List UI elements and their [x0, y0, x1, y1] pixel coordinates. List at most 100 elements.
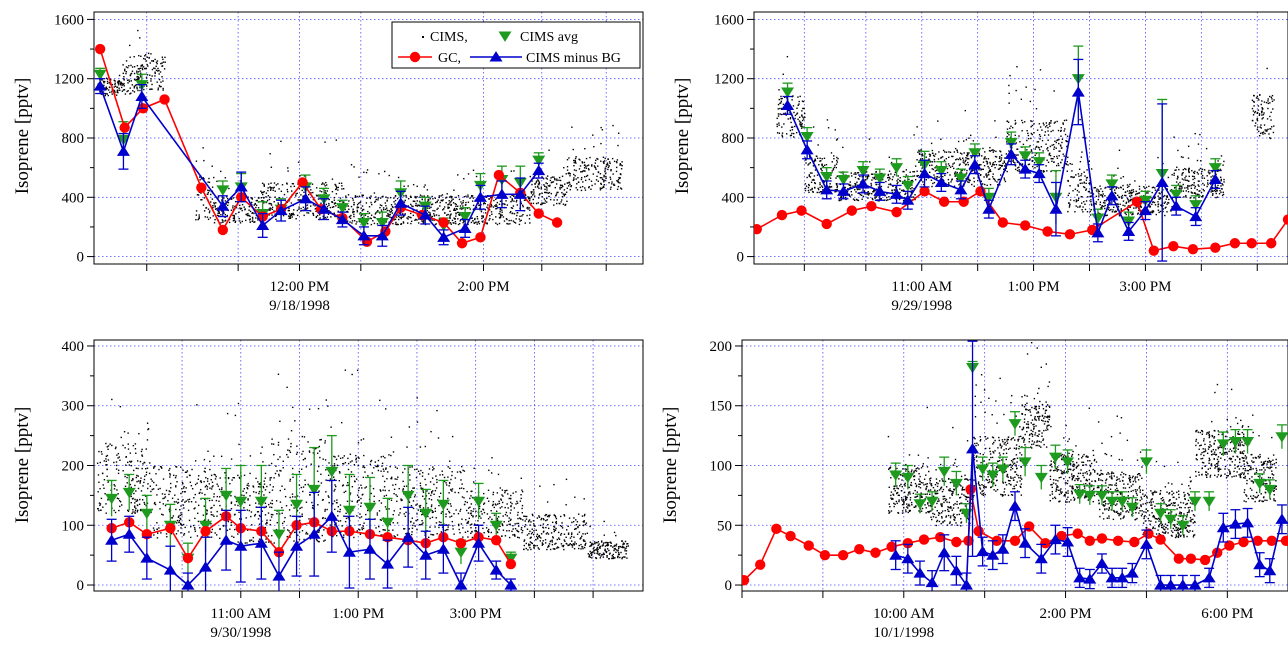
cims-point	[1159, 210, 1162, 213]
cims-point	[890, 161, 893, 164]
cims-point	[511, 200, 513, 202]
cims-point	[571, 126, 573, 128]
cims-point	[173, 501, 176, 503]
cims-point	[814, 169, 817, 171]
cims-point	[431, 215, 433, 218]
cims-point	[1104, 204, 1106, 207]
cims-point	[289, 478, 292, 481]
cims-avg-point	[1208, 163, 1222, 174]
cims-point	[179, 517, 181, 520]
cims-point	[203, 480, 205, 483]
cims-point	[1171, 206, 1173, 208]
cims-point	[96, 508, 99, 510]
cims-point	[805, 159, 807, 161]
cims-point	[987, 174, 989, 176]
cims-point	[1095, 203, 1097, 205]
cims-point	[1167, 176, 1170, 179]
cims-point	[220, 222, 222, 224]
cims-point	[164, 56, 166, 59]
cims-point	[253, 204, 255, 206]
cims-point	[1053, 155, 1055, 158]
cims-point	[565, 191, 568, 193]
cims-point	[995, 163, 998, 166]
cims-point	[945, 163, 947, 165]
cims-point	[848, 193, 850, 196]
cims-point	[318, 529, 320, 532]
cims-point	[290, 442, 292, 445]
cims-minus-bg-point	[934, 176, 948, 188]
cims-avg-point	[968, 148, 982, 159]
cims-point	[1130, 198, 1132, 201]
cims-point	[892, 176, 894, 178]
cims-point	[296, 192, 298, 195]
cims-point	[1014, 119, 1016, 122]
x-tick-label: 9/18/1998	[269, 298, 330, 314]
cims-point	[992, 173, 994, 175]
cims-point	[278, 473, 280, 476]
cims-point	[474, 218, 476, 221]
cims-point	[177, 516, 180, 518]
cims-point	[1220, 185, 1222, 187]
cims-point	[310, 189, 312, 191]
cims-point	[130, 64, 132, 67]
cims-point	[257, 486, 260, 488]
y-tick-label: 1200	[714, 72, 744, 88]
cims-point	[620, 168, 623, 170]
cims-point	[450, 203, 452, 206]
cims-point	[781, 132, 784, 134]
cims-point	[183, 507, 185, 509]
cims-point	[400, 217, 402, 220]
cims-point	[239, 477, 241, 480]
cims-point	[122, 470, 124, 472]
cims-point	[530, 196, 533, 198]
cims-point	[459, 214, 461, 216]
cims-point	[1050, 122, 1052, 124]
cims-point	[524, 222, 526, 224]
cims-point	[136, 87, 138, 90]
cims-point	[1128, 192, 1130, 195]
cims-point	[343, 201, 345, 203]
cims-point	[856, 188, 859, 191]
cims-point	[958, 164, 961, 166]
cims-point	[562, 193, 565, 195]
cims-point	[279, 420, 281, 423]
cims-point	[964, 164, 967, 166]
cims-point	[868, 192, 870, 195]
cims-point	[962, 159, 965, 161]
cims-point	[543, 198, 546, 200]
cims-point	[592, 134, 594, 136]
cims-point	[286, 386, 288, 389]
cims-point	[117, 81, 119, 83]
x-tick-label: 3:00 PM	[1119, 279, 1171, 295]
cims-point	[800, 121, 802, 123]
cims-point	[956, 149, 958, 151]
cims-point	[1127, 209, 1130, 211]
cims-point	[597, 171, 600, 173]
cims-point	[1000, 154, 1003, 156]
cims-point	[537, 180, 540, 182]
cims-point	[968, 181, 970, 184]
cims-point	[982, 168, 984, 171]
cims-point	[1097, 191, 1099, 193]
cims-point	[154, 72, 156, 75]
cims-point	[522, 205, 524, 208]
cims-point	[268, 202, 270, 205]
cims-point	[251, 220, 253, 222]
cims-point	[978, 169, 980, 171]
cims-point	[930, 142, 933, 145]
cims-point	[949, 151, 952, 154]
cims-point	[296, 451, 299, 454]
cims-point	[315, 538, 318, 541]
cims-point	[801, 119, 804, 122]
cims-point	[246, 214, 249, 217]
cims-point	[1154, 204, 1157, 206]
cims-point	[315, 187, 318, 189]
cims-point	[226, 529, 229, 532]
cims-point	[1015, 122, 1017, 124]
cims-point	[808, 175, 810, 177]
cims-point	[175, 485, 177, 487]
cims-point	[119, 505, 121, 508]
cims-point	[121, 84, 123, 86]
cims-point	[213, 222, 216, 224]
cims-point	[569, 183, 571, 186]
